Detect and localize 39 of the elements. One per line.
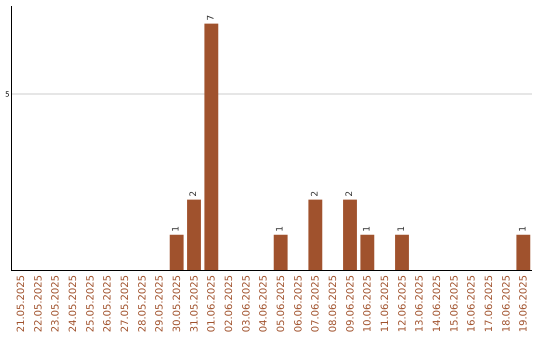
data-label: 1 (276, 226, 286, 232)
x-tick-label: 01.06.2025 (206, 275, 218, 332)
data-label: 1 (172, 226, 182, 232)
x-tick-label: 25.05.2025 (85, 275, 96, 332)
data-label: 2 (189, 190, 199, 197)
data-label: 1 (397, 226, 407, 232)
x-tick-label: 24.05.2025 (68, 275, 79, 332)
x-tick-label: 19.06.2025 (518, 275, 530, 332)
x-tick-label: 28.05.2025 (137, 275, 148, 332)
x-tick-label: 03.06.2025 (241, 275, 252, 332)
x-tick-label: 17.06.2025 (484, 275, 495, 332)
data-label: 1 (518, 226, 528, 232)
x-tick-label: 06.06.2025 (293, 275, 304, 332)
x-tick-label: 15.06.2025 (449, 275, 460, 332)
x-tick-label: 07.06.2025 (310, 275, 322, 332)
x-tick-label: 12.06.2025 (397, 275, 408, 332)
x-tick-label: 09.06.2025 (345, 275, 356, 332)
x-tick-label: 23.05.2025 (50, 275, 62, 332)
x-tick-label: 30.05.2025 (172, 275, 183, 332)
x-tick-label: 02.06.2025 (224, 275, 235, 332)
x-tick-label: 21.05.2025 (16, 275, 27, 332)
x-tick-label: 05.06.2025 (276, 275, 287, 332)
x-tick-label: 26.05.2025 (102, 275, 114, 332)
x-tick-label: 16.06.2025 (466, 275, 478, 332)
x-tick-label: 31.05.2025 (189, 275, 200, 332)
x-tick-label: 29.05.2025 (154, 275, 166, 332)
x-tick-label: 14.06.2025 (432, 275, 443, 332)
data-label: 7 (206, 14, 216, 21)
x-tick-label: 13.06.2025 (414, 275, 426, 332)
data-label: 2 (345, 190, 355, 197)
x-tick-label: 11.06.2025 (380, 275, 391, 332)
x-tick-label: 04.06.2025 (258, 275, 270, 332)
data-label: 1 (362, 226, 372, 232)
x-tick-label: 27.05.2025 (120, 275, 131, 332)
x-tick-label: 18.06.2025 (501, 275, 512, 332)
x-tick-label: 22.05.2025 (33, 275, 44, 332)
data-label: 2 (310, 190, 320, 197)
x-tick-label: 08.06.2025 (328, 275, 339, 332)
x-tick-label: 10.06.2025 (362, 275, 374, 332)
